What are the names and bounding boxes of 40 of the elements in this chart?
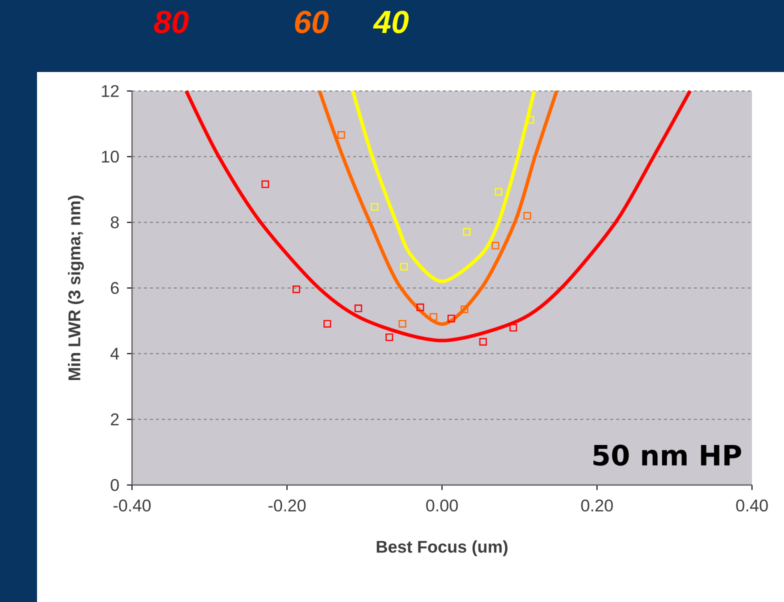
y-tick-label: 12 xyxy=(102,85,119,97)
point xyxy=(463,228,471,236)
point xyxy=(494,188,502,196)
y-tick-label: 8 xyxy=(110,216,119,228)
point xyxy=(448,314,456,322)
text: 80 xyxy=(154,10,189,34)
line-series xyxy=(184,89,692,342)
point xyxy=(430,313,438,321)
x-tick-label: 0.40 xyxy=(736,500,768,512)
point xyxy=(262,180,270,188)
y-tick-label: 2 xyxy=(110,413,119,426)
point xyxy=(523,212,532,220)
y-tick-label: 4 xyxy=(110,348,119,360)
point xyxy=(400,262,408,270)
x-tick-label: 0.20 xyxy=(581,500,613,512)
text: 40 xyxy=(373,10,409,34)
x-tick-label: -0.20 xyxy=(268,500,306,512)
x-axis-title: Best Focus (um) xyxy=(376,540,508,556)
point xyxy=(479,338,487,346)
y-tick-label: 0 xyxy=(110,478,119,491)
point xyxy=(460,306,468,314)
point xyxy=(292,286,300,294)
point xyxy=(510,324,518,332)
y-axis-title: Min LWR (3 sigma; nm) xyxy=(68,196,84,380)
point xyxy=(416,304,424,312)
point xyxy=(398,320,406,328)
y-tick-label: 6 xyxy=(110,282,119,294)
point xyxy=(337,131,346,139)
point xyxy=(354,304,362,312)
y-tick-label: 10 xyxy=(102,150,119,163)
point xyxy=(370,203,378,211)
x-tick-label: -0.40 xyxy=(113,500,151,512)
point xyxy=(324,320,332,328)
x-tick-label: 0.00 xyxy=(426,500,458,512)
text: 60 xyxy=(295,10,329,34)
point xyxy=(386,333,394,342)
line-series xyxy=(351,89,536,284)
line-series xyxy=(318,89,558,326)
annotation: 50 nm HP xyxy=(593,444,742,466)
point xyxy=(492,242,500,250)
